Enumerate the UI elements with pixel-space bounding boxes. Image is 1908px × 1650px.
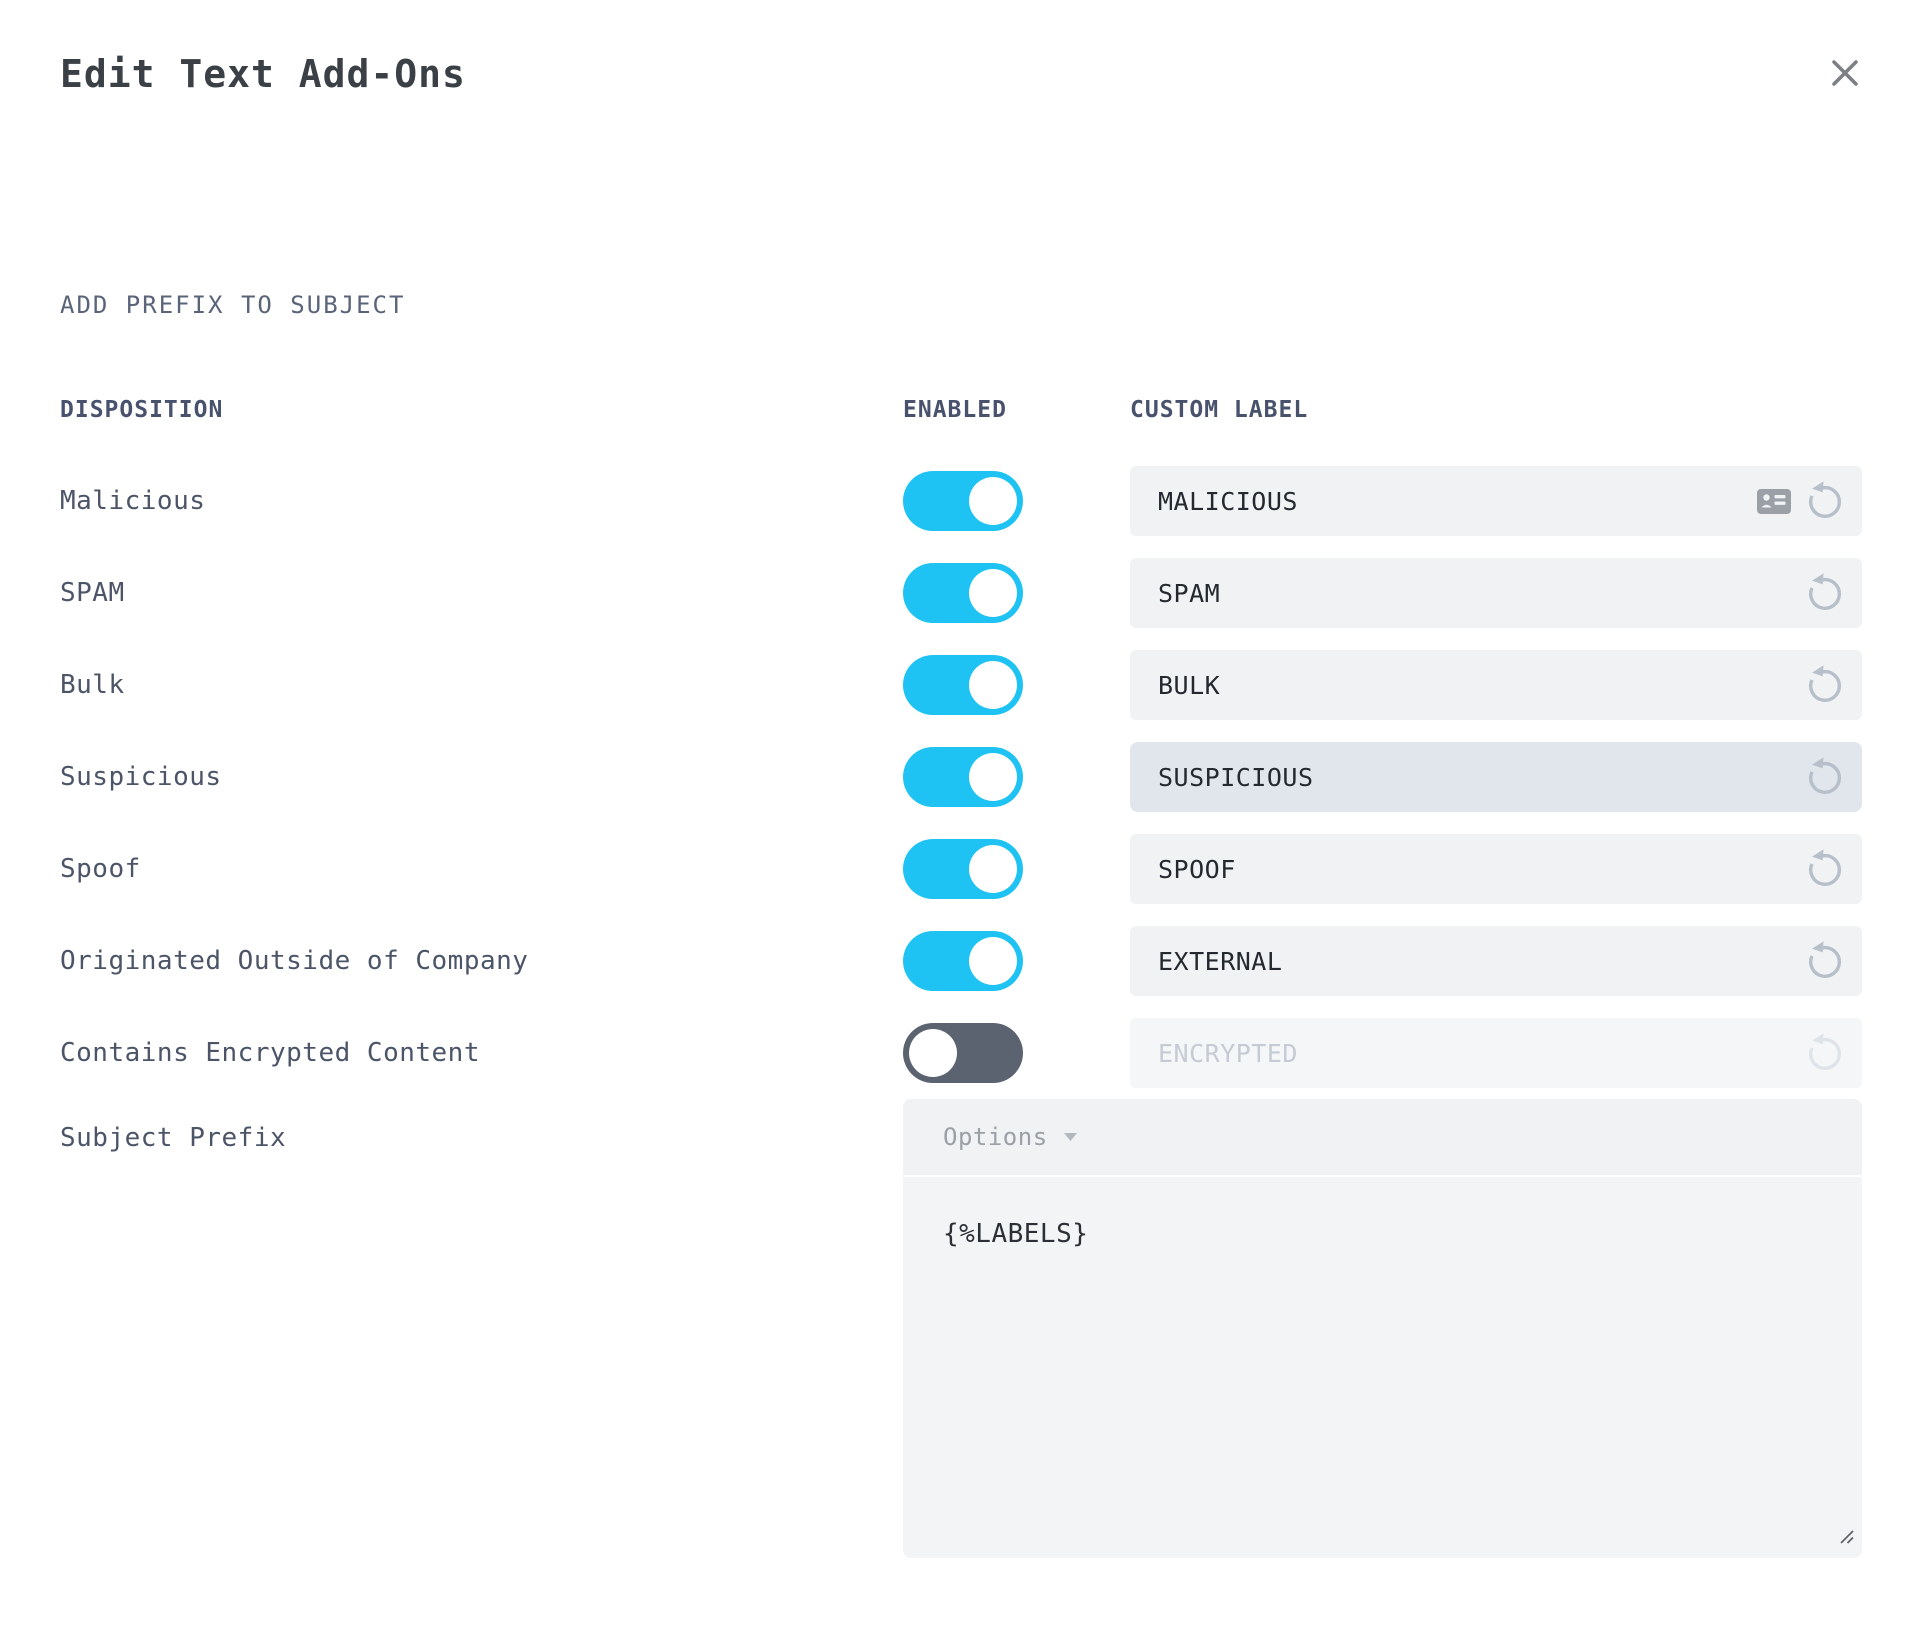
reset-label-icon[interactable]	[1804, 1032, 1846, 1074]
custom-label-input[interactable]	[1130, 762, 1804, 792]
custom-label-field	[1130, 1018, 1862, 1088]
dialog-header: Edit Text Add-Ons	[60, 52, 1862, 96]
enabled-toggle[interactable]	[903, 1023, 1023, 1083]
input-cell	[1130, 742, 1862, 812]
disposition-label: Malicious	[60, 486, 206, 516]
custom-label-field	[1130, 558, 1862, 628]
enabled-toggle[interactable]	[903, 839, 1023, 899]
close-icon[interactable]	[1828, 56, 1862, 90]
custom-label-input[interactable]	[1130, 1038, 1804, 1068]
custom-label-field	[1130, 650, 1862, 720]
toggle-knob	[969, 845, 1017, 893]
reset-label-icon[interactable]	[1804, 480, 1846, 522]
enabled-toggle[interactable]	[903, 747, 1023, 807]
subject-prefix-textarea[interactable]: {%LABELS}	[903, 1177, 1862, 1558]
reset-label-icon[interactable]	[1804, 664, 1846, 706]
reset-label-icon[interactable]	[1804, 940, 1846, 982]
custom-label-field	[1130, 466, 1862, 536]
edit-text-addons-dialog: Edit Text Add-Ons ADD PREFIX TO SUBJECT …	[60, 52, 1862, 1558]
subject-prefix-editor: Options {%LABELS}	[903, 1099, 1862, 1558]
subject-prefix-label: Subject Prefix	[60, 1123, 287, 1153]
custom-label-input[interactable]	[1130, 670, 1804, 700]
enabled-toggle[interactable]	[903, 563, 1023, 623]
toggle-knob	[969, 477, 1017, 525]
disposition-label: Bulk	[60, 670, 125, 700]
subject-prefix-row: Subject Prefix Options {%LABELS}	[60, 1099, 1862, 1558]
toggle-knob	[909, 1029, 957, 1077]
custom-label-input[interactable]	[1130, 578, 1804, 608]
toggle-cell	[903, 471, 1130, 531]
toggle-cell	[903, 655, 1130, 715]
reset-label-icon[interactable]	[1804, 848, 1846, 890]
options-dropdown-label: Options	[943, 1123, 1048, 1151]
toggle-cell	[903, 747, 1130, 807]
input-cell	[1130, 466, 1862, 536]
toggle-cell	[903, 1023, 1130, 1083]
disposition-label: Originated Outside of Company	[60, 946, 529, 976]
chevron-down-icon	[1063, 1132, 1077, 1142]
enabled-toggle[interactable]	[903, 471, 1023, 531]
disposition-label: Suspicious	[60, 762, 222, 792]
enabled-toggle[interactable]	[903, 655, 1023, 715]
prefix-table: DISPOSITION ENABLED CUSTOM LABEL Malicio…	[60, 397, 1862, 1099]
toggle-knob	[969, 569, 1017, 617]
dialog-title: Edit Text Add-Ons	[60, 52, 466, 96]
column-header-custom-label: CUSTOM LABEL	[1130, 397, 1309, 423]
custom-label-input[interactable]	[1130, 854, 1804, 884]
reset-label-icon[interactable]	[1804, 572, 1846, 614]
toggle-cell	[903, 931, 1130, 991]
custom-label-field	[1130, 926, 1862, 996]
section-heading: ADD PREFIX TO SUBJECT	[60, 291, 406, 319]
toggle-cell	[903, 839, 1130, 899]
disposition-label: Contains Encrypted Content	[60, 1038, 480, 1068]
custom-label-input[interactable]	[1130, 946, 1804, 976]
disposition-label: Spoof	[60, 854, 141, 884]
toggle-cell	[903, 563, 1130, 623]
input-cell	[1130, 1018, 1862, 1088]
input-cell	[1130, 558, 1862, 628]
disposition-label: SPAM	[60, 578, 125, 608]
custom-label-field	[1130, 742, 1862, 812]
input-cell	[1130, 926, 1862, 996]
custom-label-field	[1130, 834, 1862, 904]
contact-card-icon[interactable]	[1756, 487, 1792, 515]
reset-label-icon[interactable]	[1804, 756, 1846, 798]
input-cell	[1130, 834, 1862, 904]
toggle-knob	[969, 661, 1017, 709]
enabled-toggle[interactable]	[903, 931, 1023, 991]
options-dropdown[interactable]: Options	[903, 1099, 1862, 1177]
subject-prefix-textarea-wrap: {%LABELS}	[903, 1177, 1862, 1558]
input-cell	[1130, 650, 1862, 720]
custom-label-input[interactable]	[1130, 486, 1756, 516]
column-header-enabled: ENABLED	[903, 397, 1007, 423]
resize-handle[interactable]	[1839, 1529, 1855, 1549]
toggle-knob	[969, 937, 1017, 985]
column-header-disposition: DISPOSITION	[60, 397, 224, 423]
toggle-knob	[969, 753, 1017, 801]
